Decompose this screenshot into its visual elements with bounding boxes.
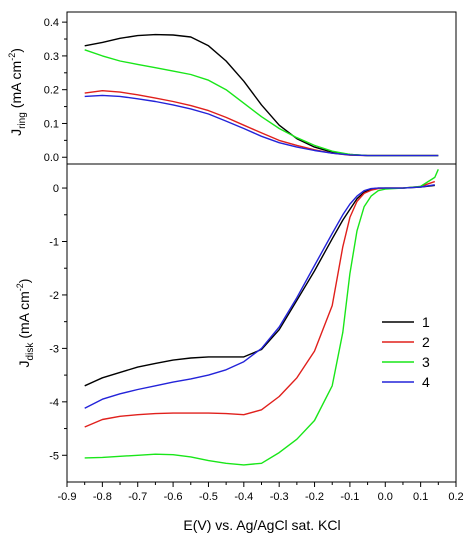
x-tick-label: -0.4 (234, 491, 253, 503)
disk-series-3-line (84, 169, 439, 466)
x-tick-label: -0.1 (340, 491, 359, 503)
ring-y-tick-label: 0.2 (44, 85, 59, 97)
ring-y-tick-label: 0.3 (44, 51, 59, 63)
disk-y-tick-label: -4 (49, 397, 59, 409)
disk-y-tick-label: -1 (49, 236, 59, 248)
disk-y-tick-label: -2 (49, 290, 59, 302)
x-tick-label: -0.3 (270, 491, 289, 503)
disk-y-axis-title: Jdisk(mA cm-2) (15, 279, 36, 368)
x-tick-label: -0.6 (164, 491, 183, 503)
x-tick-label: -0.9 (58, 491, 77, 503)
legend-label-1: 1 (422, 314, 430, 330)
legend-label-2: 2 (422, 334, 430, 350)
x-tick-label: -0.5 (199, 491, 218, 503)
x-axis-title: E(V) vs. Ag/AgCl sat. KCl (183, 517, 340, 533)
x-tick-label: -0.2 (305, 491, 324, 503)
ring-series-3-line (84, 49, 439, 157)
ring-y-tick-label: 0.0 (44, 152, 59, 164)
x-tick-label: 0.1 (413, 491, 428, 503)
legend-label-4: 4 (422, 374, 430, 390)
disk-current-panel: Jdisk(mA cm-2) E(V) vs. Ag/AgCl sat. KCl… (15, 163, 464, 533)
ring-y-axis-title: Jring(mA cm-2) (7, 48, 28, 136)
disk-y-tick-label: -5 (49, 450, 59, 462)
disk-plot-frame (66, 163, 457, 483)
x-tick-label: 0.2 (448, 491, 463, 503)
disk-y-tick-label: 0 (53, 183, 59, 195)
x-tick-label: -0.8 (93, 491, 112, 503)
disk-y-tick-label: -3 (49, 343, 59, 355)
x-tick-label: 0.0 (378, 491, 393, 503)
ring-plot-frame (66, 11, 457, 165)
ring-series-2-line (84, 89, 439, 157)
x-tick-label: -0.7 (128, 491, 147, 503)
ring-y-tick-label: 0.1 (44, 118, 59, 130)
ring-series-4-line (84, 94, 439, 157)
ring-y-tick-label: 0.4 (44, 17, 59, 29)
ring-current-panel: Jring(mA cm-2) 0.0 0.1 0.2 0.3 0.4 (7, 11, 457, 165)
disk-series-1-line (84, 184, 435, 387)
legend-label-3: 3 (422, 354, 430, 370)
disk-series-4-line (84, 184, 435, 409)
